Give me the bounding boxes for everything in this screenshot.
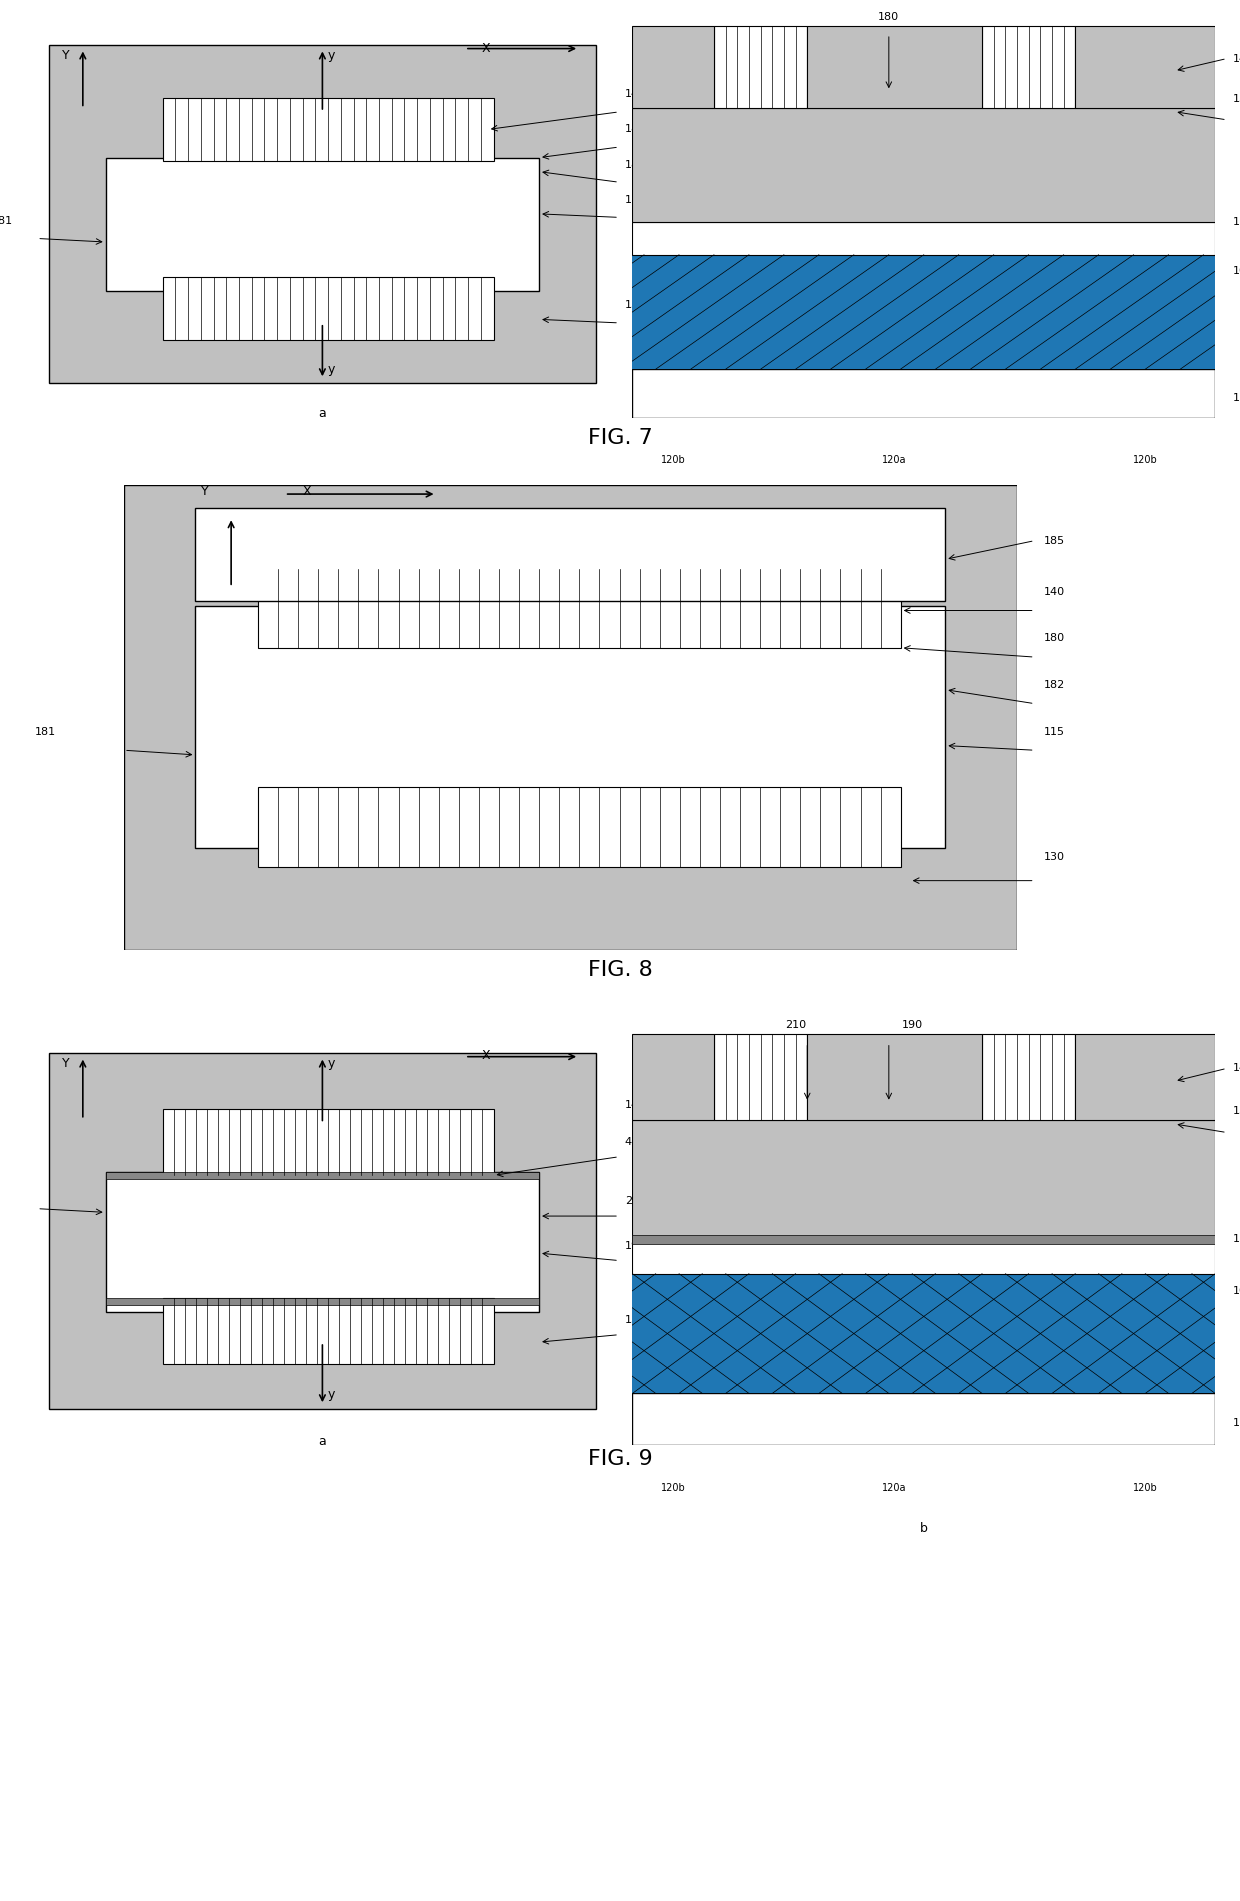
Text: Y: Y: [62, 1057, 69, 1070]
Bar: [807, 27, 982, 108]
Text: 130: 130: [625, 300, 646, 310]
Text: Y: Y: [201, 485, 208, 498]
Bar: [632, 27, 714, 108]
Bar: [982, 27, 1075, 108]
Text: 100: 100: [1233, 266, 1240, 276]
Text: 115: 115: [1233, 217, 1240, 226]
Bar: [258, 568, 900, 648]
Bar: [162, 278, 494, 340]
Text: 120a: 120a: [883, 454, 906, 466]
Bar: [162, 1108, 494, 1175]
Bar: [632, 222, 1215, 255]
Text: 115: 115: [1044, 726, 1065, 736]
Text: 181: 181: [0, 217, 12, 226]
Text: 180: 180: [1044, 633, 1065, 643]
Text: 100: 100: [1233, 1285, 1240, 1296]
Text: 115: 115: [1233, 1234, 1240, 1245]
Bar: [632, 108, 1215, 222]
Bar: [196, 508, 945, 601]
Text: 120a: 120a: [883, 1483, 906, 1494]
Text: FIG. 9: FIG. 9: [588, 1449, 652, 1469]
Text: 190: 190: [901, 1019, 923, 1030]
Bar: [632, 1274, 1215, 1393]
Bar: [632, 255, 1215, 369]
Bar: [105, 1171, 539, 1312]
Text: a: a: [319, 1435, 326, 1449]
Bar: [105, 158, 539, 291]
Text: 130: 130: [1233, 1106, 1240, 1116]
Text: y: y: [329, 363, 336, 376]
Bar: [105, 1171, 539, 1179]
Bar: [258, 787, 900, 867]
Text: 140: 140: [625, 89, 646, 99]
Text: 120b: 120b: [661, 1483, 686, 1494]
Text: 180: 180: [878, 11, 899, 21]
Text: 120b: 120b: [661, 454, 686, 466]
Bar: [632, 1274, 1215, 1393]
Text: 110: 110: [1233, 394, 1240, 403]
Text: 130: 130: [1233, 95, 1240, 105]
Text: b: b: [920, 1521, 928, 1534]
Text: 210: 210: [625, 1196, 646, 1207]
Text: X: X: [303, 485, 311, 498]
Text: 182: 182: [625, 160, 646, 169]
Text: 180: 180: [625, 124, 646, 135]
Text: 140: 140: [1233, 53, 1240, 63]
Text: Y: Y: [62, 49, 69, 61]
Text: 210: 210: [785, 1019, 806, 1030]
Text: 185: 185: [1044, 536, 1065, 546]
Bar: [1075, 27, 1215, 108]
Bar: [714, 27, 807, 108]
Bar: [105, 1298, 539, 1304]
Bar: [196, 606, 945, 848]
Bar: [632, 1120, 1215, 1239]
Text: 110: 110: [1233, 1418, 1240, 1428]
Text: y: y: [329, 49, 336, 61]
Text: 140: 140: [1233, 1063, 1240, 1074]
Bar: [162, 97, 494, 162]
Text: 140: 140: [1044, 587, 1065, 597]
Text: FIG. 7: FIG. 7: [588, 428, 652, 449]
Text: 190: 190: [625, 1241, 646, 1251]
Text: 140: 140: [625, 1101, 646, 1110]
Text: b: b: [920, 492, 928, 506]
Text: X: X: [482, 42, 491, 55]
Bar: [632, 1034, 714, 1120]
Bar: [162, 1298, 494, 1365]
Bar: [632, 1239, 1215, 1274]
Text: y: y: [329, 1388, 336, 1401]
Text: y: y: [329, 1057, 336, 1070]
Text: X: X: [482, 1049, 491, 1063]
Text: 182: 182: [1044, 681, 1065, 690]
Text: FIG. 8: FIG. 8: [588, 960, 652, 981]
Bar: [632, 369, 1215, 418]
Bar: [982, 1034, 1075, 1120]
Bar: [632, 1393, 1215, 1445]
Text: 42: 42: [625, 1137, 639, 1146]
Text: 181: 181: [35, 726, 56, 736]
Text: 120b: 120b: [1133, 1483, 1158, 1494]
Bar: [714, 1034, 807, 1120]
Text: 130: 130: [625, 1315, 646, 1325]
Text: 120b: 120b: [1133, 454, 1158, 466]
Text: a: a: [319, 407, 326, 420]
Text: 130: 130: [1044, 852, 1065, 863]
Bar: [807, 1034, 982, 1120]
Bar: [632, 1236, 1215, 1243]
Bar: [632, 255, 1215, 369]
Bar: [1075, 1034, 1215, 1120]
Text: 115: 115: [625, 194, 646, 205]
